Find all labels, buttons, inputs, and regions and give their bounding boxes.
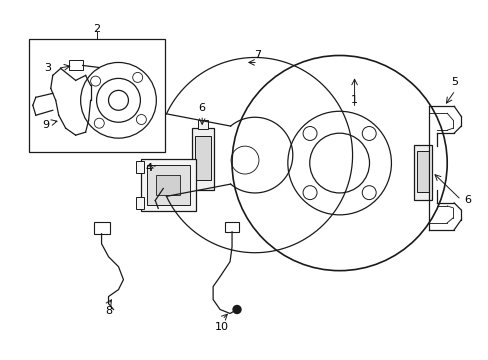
Text: 1: 1	[350, 95, 357, 105]
Text: 10: 10	[215, 323, 228, 332]
Bar	[416, 151, 428, 192]
Bar	[224, 222, 239, 232]
Text: 3: 3	[43, 63, 51, 73]
Text: 8: 8	[105, 306, 112, 316]
Bar	[136, 161, 144, 173]
Bar	[198, 120, 208, 129]
Circle shape	[233, 306, 241, 314]
Text: 9: 9	[42, 120, 49, 130]
Bar	[141, 159, 196, 211]
Text: 7: 7	[254, 50, 261, 60]
Text: 6: 6	[463, 195, 470, 205]
Bar	[156, 175, 180, 195]
Bar	[68, 60, 82, 71]
Text: 4: 4	[145, 163, 152, 173]
Text: 2: 2	[93, 24, 100, 33]
Bar	[93, 222, 109, 234]
Bar	[192, 128, 214, 190]
Text: 5: 5	[451, 77, 458, 87]
Bar	[413, 145, 431, 200]
Bar	[29, 39, 165, 152]
Bar	[195, 136, 211, 180]
Text: 6: 6	[198, 103, 205, 113]
Bar	[147, 165, 190, 205]
Bar	[136, 197, 144, 209]
